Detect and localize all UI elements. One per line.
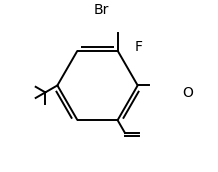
Text: F: F bbox=[135, 40, 143, 54]
Text: O: O bbox=[182, 86, 193, 100]
Text: Br: Br bbox=[94, 3, 109, 17]
